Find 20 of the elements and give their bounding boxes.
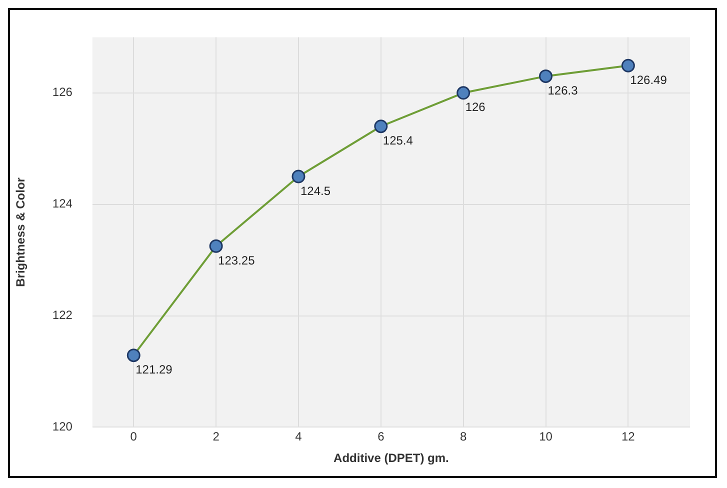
x-tick-label: 12 (622, 430, 636, 444)
x-tick-label: 0 (130, 430, 138, 444)
data-label: 126 (465, 100, 486, 114)
x-tick-label: 8 (460, 430, 467, 444)
x-tick-label: 10 (539, 430, 553, 444)
y-axis-title: Brightness & Color (14, 177, 28, 287)
data-label: 121.29 (136, 362, 173, 377)
y-tick-label: 122 (52, 308, 73, 322)
data-label: 126.49 (630, 72, 668, 87)
x-tick-label: 4 (295, 430, 302, 444)
data-label: 123.25 (218, 253, 256, 268)
data-label: 124.5 (300, 184, 331, 198)
x-axis-title: Additive (DPET) gm. (334, 451, 449, 466)
x-tick-label: 6 (378, 430, 385, 444)
y-tick-label: 126 (52, 85, 73, 100)
x-tick-label: 2 (212, 430, 220, 444)
y-tick-label: 124 (52, 196, 73, 211)
data-label: 126.3 (548, 84, 578, 98)
y-tick-label: 120 (52, 420, 73, 434)
data-label: 125.4 (382, 134, 414, 148)
